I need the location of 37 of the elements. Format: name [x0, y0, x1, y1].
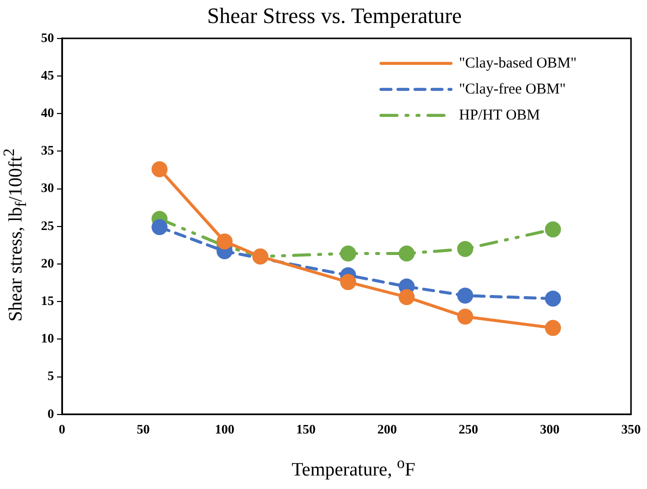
- y-tick-label: 25: [41, 218, 54, 233]
- x-tick-label: 0: [58, 422, 66, 437]
- x-tick-label: 250: [458, 422, 478, 437]
- y-tick-label: 0: [48, 406, 54, 421]
- point: [457, 308, 474, 325]
- point: [340, 245, 356, 262]
- x-tick-label: 350: [621, 422, 641, 437]
- point: [216, 233, 233, 250]
- point: [152, 219, 168, 236]
- point: [398, 289, 415, 306]
- point: [457, 288, 474, 304]
- y-tick-label: 40: [41, 104, 54, 120]
- point: [544, 290, 561, 307]
- y-tick-label: 45: [41, 67, 54, 82]
- y-tick-label: 10: [41, 330, 54, 346]
- point: [544, 221, 561, 238]
- legend-label: HP/HT OBM: [459, 107, 540, 124]
- y-tick-label: 5: [48, 368, 54, 384]
- y-tick-label: 50: [41, 30, 54, 45]
- point: [340, 274, 356, 290]
- point: [544, 320, 561, 336]
- y-tick-label: 15: [41, 292, 54, 308]
- x-axis-title: Temperature, $^{o}$F: [290, 454, 416, 481]
- x-tick-label: 50: [136, 422, 150, 437]
- x-tick-label: 300: [540, 422, 560, 437]
- x-tick-label: 200: [377, 422, 397, 437]
- y-tick-label: 30: [41, 180, 54, 196]
- legend-label: "Clay-free OBM": [459, 81, 566, 98]
- legend-label: "Clay-based OBM": [459, 55, 577, 72]
- point: [457, 240, 474, 257]
- point: [152, 161, 168, 178]
- x-tick-label: 150: [296, 422, 316, 437]
- point: [398, 245, 415, 262]
- y-tick-label: 35: [41, 142, 54, 158]
- chart-title: Shear Stress vs. Temperature: [207, 2, 462, 28]
- x-tick-label: 100: [214, 422, 234, 437]
- y-tick-label: 20: [41, 255, 54, 270]
